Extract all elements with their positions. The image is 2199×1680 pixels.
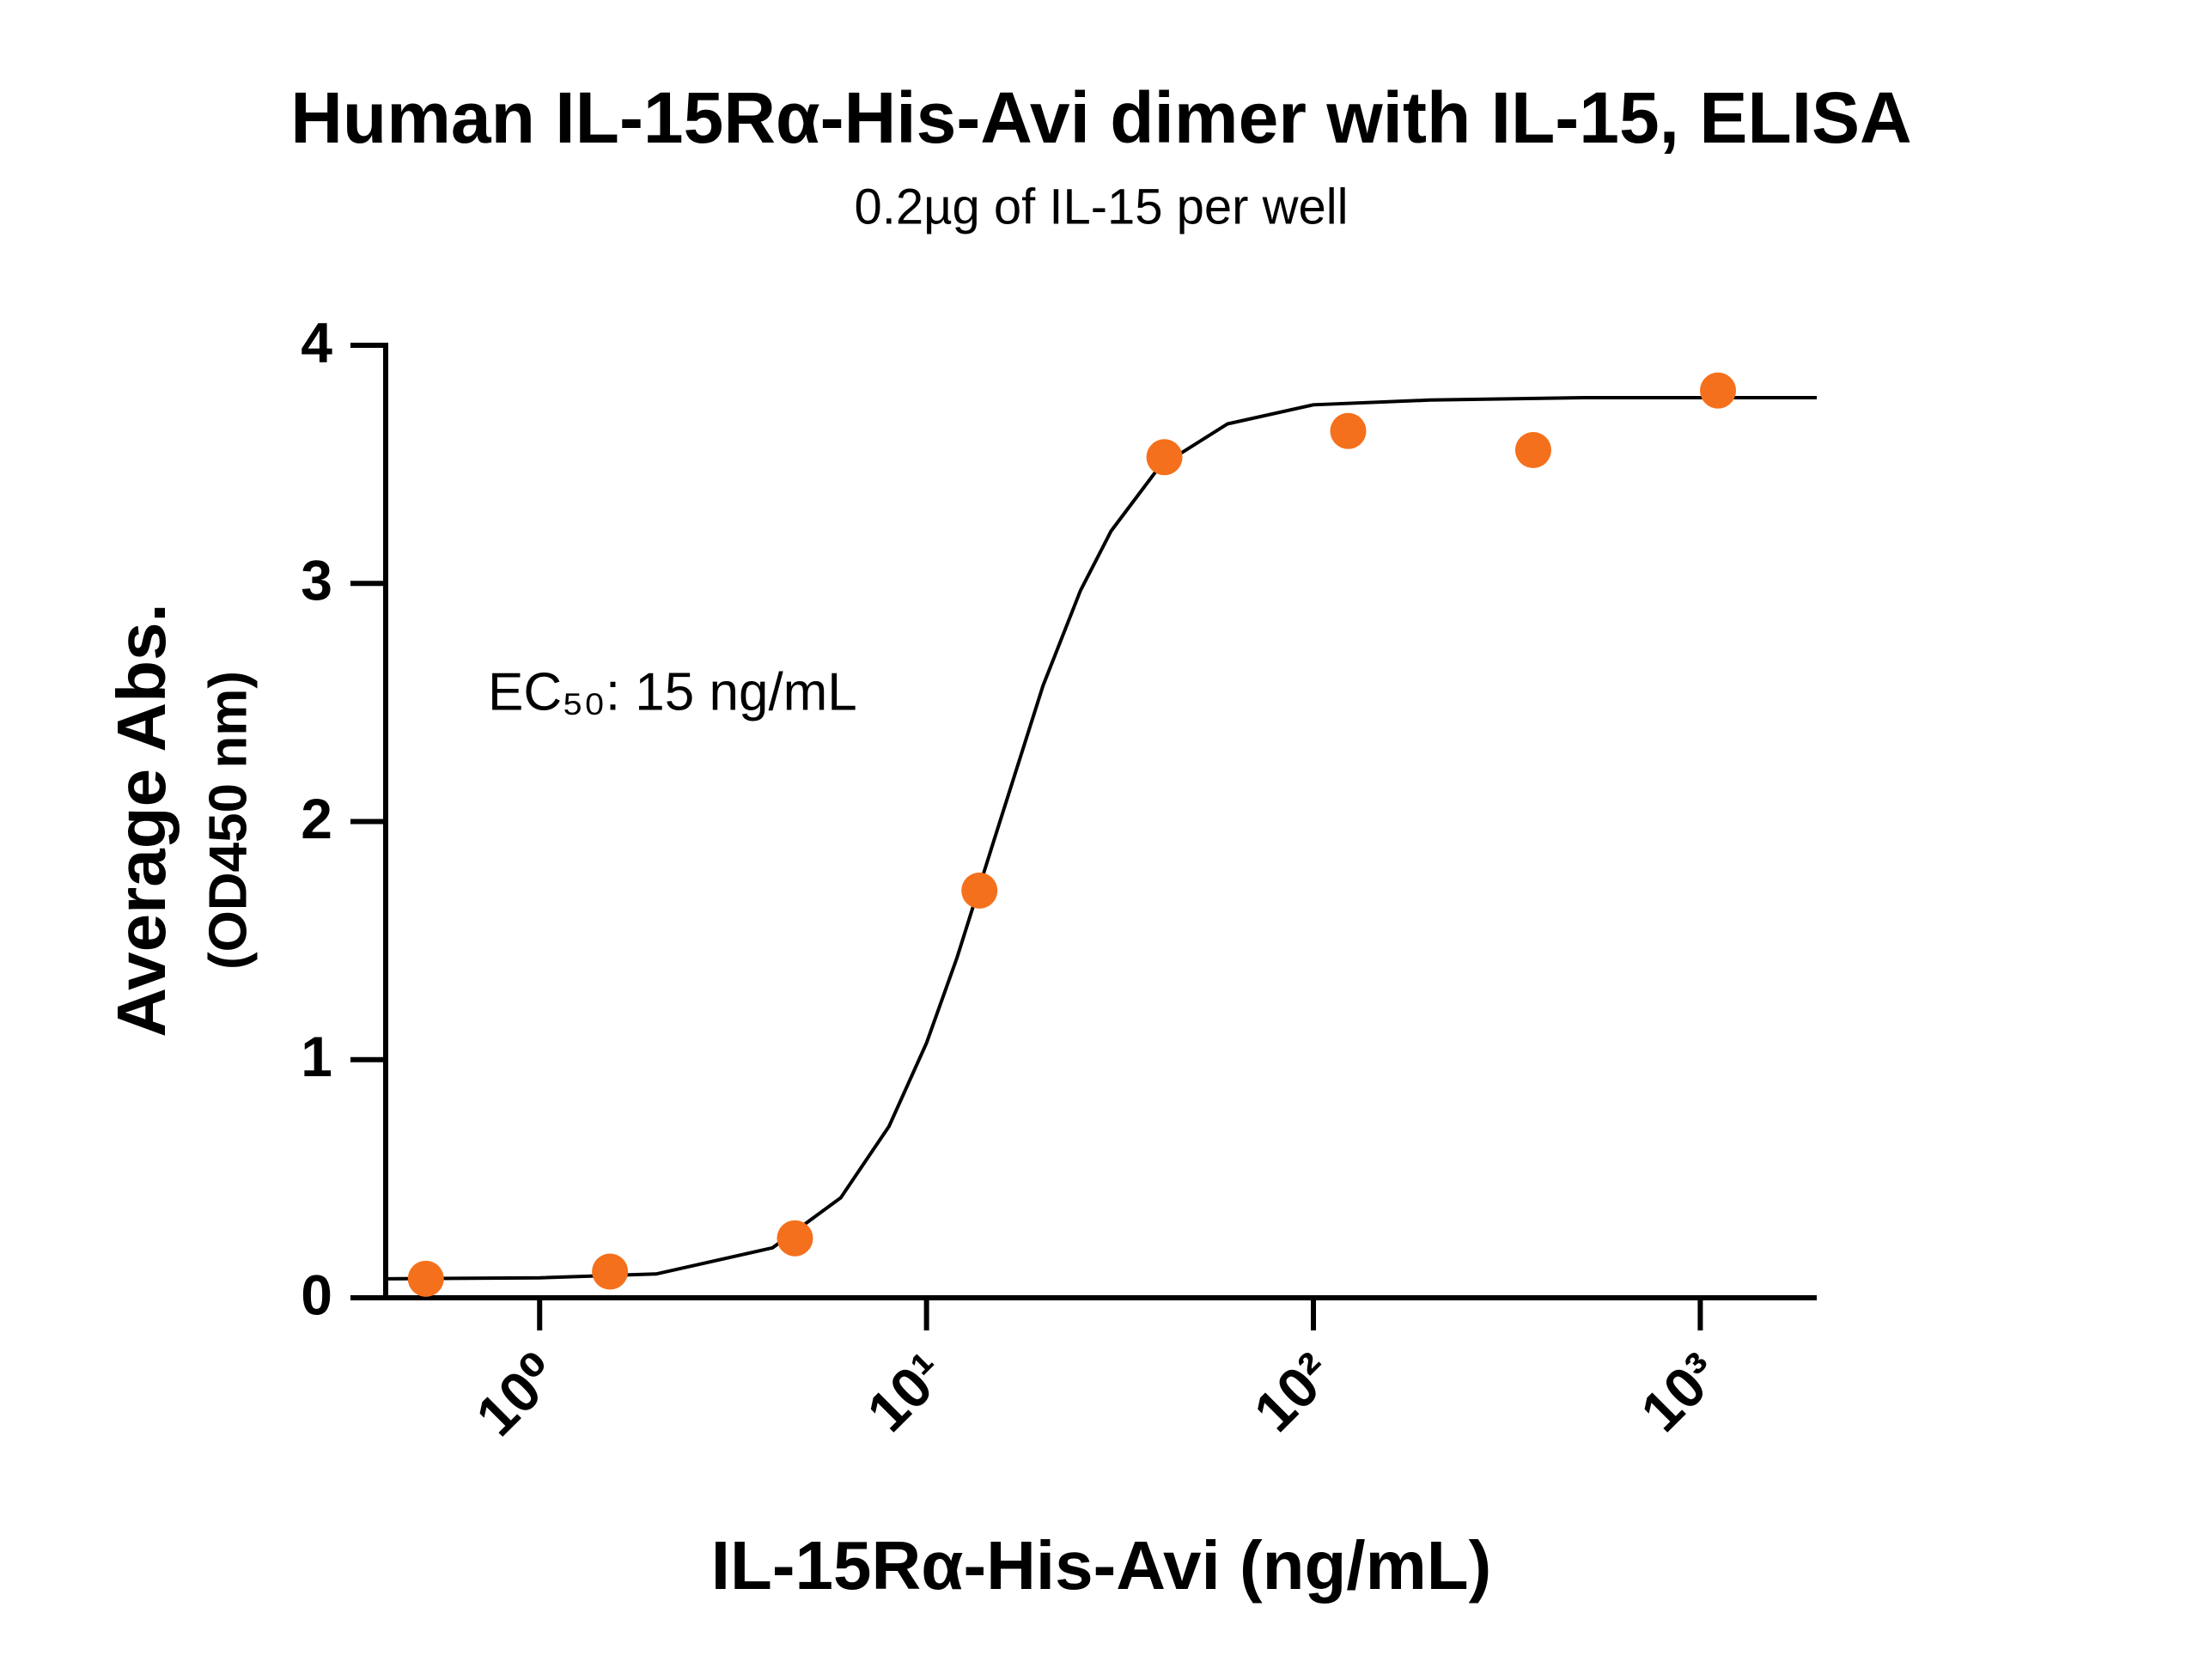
data-point [1330,412,1367,449]
y-axis-label: Average Abs. [103,603,180,1037]
chart-title: Human IL-15Rα-His-Avi dimer with IL-15, … [290,77,1911,158]
y-tick-label: 0 [301,1263,332,1326]
y-tick-label: 4 [301,310,332,374]
x-tick-label: 10⁰ [464,1341,571,1448]
data-point [777,1220,813,1257]
y-tick-label: 2 [301,787,332,850]
ec50-annotation: EC₅₀: 15 ng/mL [488,662,857,721]
x-axis-label: IL-15Rα-His-Avi (ng/mL) [711,1527,1491,1604]
y-tick-label: 3 [301,549,332,612]
data-point [592,1253,629,1290]
x-tick-label: 10¹ [855,1341,958,1444]
data-point [1514,431,1551,468]
data-point [961,872,998,909]
fit-curve [385,396,1817,1281]
data-point [1700,372,1737,409]
chart-subtitle: 0.2µg of IL-15 per well [854,179,1348,234]
y-tick-label: 1 [301,1025,332,1088]
x-tick-label: 10³ [1629,1341,1732,1444]
y-axis-unit: (OD450 nm) [198,671,258,970]
data-point [407,1260,444,1297]
data-point [1146,439,1183,476]
x-tick-label: 10² [1241,1341,1344,1444]
